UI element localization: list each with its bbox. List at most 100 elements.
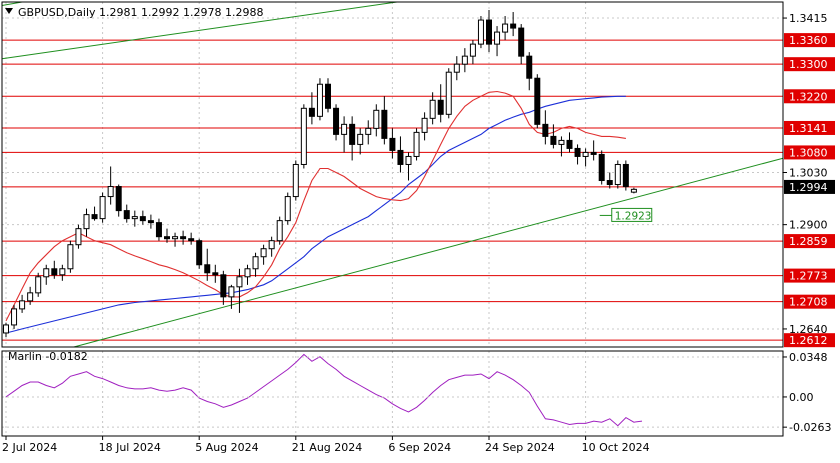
- candle: [51, 260, 58, 279]
- candle-body-down: [566, 139, 573, 149]
- candle: [99, 192, 106, 223]
- candle-body-up: [260, 248, 267, 258]
- candle: [212, 264, 219, 283]
- candle: [518, 24, 525, 65]
- candle-body-up: [614, 163, 621, 186]
- candle-body-down: [389, 137, 396, 151]
- candle: [59, 264, 66, 281]
- candle: [542, 110, 549, 145]
- candle-body-down: [550, 135, 557, 145]
- candle-body-down: [212, 272, 219, 276]
- symbol-dropdown-icon[interactable]: [5, 8, 13, 14]
- level-label-box: [784, 89, 835, 104]
- candle-body-up: [276, 220, 283, 242]
- channel-lower-line[interactable]: [73, 157, 784, 348]
- channel-upper-line[interactable]: [1, 1, 398, 60]
- candle: [292, 160, 299, 201]
- level-label-box: [784, 268, 835, 283]
- x-tick-label: 10 Oct 2024: [582, 441, 650, 454]
- y-tick-label: 1.3415: [789, 12, 828, 25]
- candle: [276, 216, 283, 245]
- level-label: 1.3360: [789, 34, 828, 47]
- channel-top-line[interactable]: [1, 1, 23, 7]
- candle-body-down: [308, 107, 315, 117]
- candle: [365, 120, 372, 145]
- candle: [437, 84, 444, 123]
- candle-body-up: [341, 123, 348, 135]
- level-label: 1.2708: [789, 296, 828, 309]
- x-tick-label: 5 Aug 2024: [195, 441, 258, 454]
- candle-body-up: [75, 228, 82, 246]
- x-tick-label: 2 Jul 2024: [2, 441, 57, 454]
- candle-body-down: [526, 55, 533, 79]
- candle-body-up: [365, 127, 372, 135]
- horizontal-levels[interactable]: [2, 39, 783, 341]
- x-tick-label: 24 Sep 2024: [485, 441, 555, 454]
- trend-channel[interactable]: [1, 1, 784, 348]
- current-price-label: 1.2994: [789, 181, 828, 194]
- candle: [413, 128, 420, 161]
- candle: [333, 104, 340, 141]
- candle: [244, 264, 251, 285]
- candle: [461, 48, 468, 73]
- candle-body-down: [188, 238, 195, 242]
- candle-body-down: [333, 107, 340, 135]
- candle-body-up: [172, 236, 179, 240]
- level-label-box: [784, 294, 835, 309]
- ma-slow-line: [5, 95, 626, 334]
- candle: [469, 40, 476, 65]
- level-label-box: [784, 333, 835, 348]
- candle: [196, 238, 203, 269]
- candle-body-down: [51, 268, 58, 276]
- candle: [421, 112, 428, 141]
- level-label: 1.2773: [789, 270, 828, 283]
- candle: [606, 172, 613, 189]
- level-label: 1.3220: [789, 90, 828, 103]
- candle-body-down: [542, 123, 549, 137]
- candle: [188, 232, 195, 245]
- candle-body-down: [139, 216, 146, 222]
- candle: [308, 92, 315, 125]
- x-tick-label: 6 Sep 2024: [388, 441, 451, 454]
- candle: [614, 160, 621, 189]
- candle-body-down: [115, 186, 122, 212]
- candle-body-down: [590, 151, 597, 155]
- candle: [510, 12, 517, 37]
- osc-tick-label: -0.0263: [789, 421, 831, 434]
- candle-body-up: [494, 31, 501, 45]
- candle-body-down: [180, 236, 187, 240]
- candle: [236, 268, 243, 313]
- level-label: 1.3080: [789, 146, 828, 159]
- oscillator-line: [5, 353, 643, 427]
- candle-body-down: [606, 180, 613, 186]
- candle-body-up: [502, 23, 509, 33]
- level-label: 1.3141: [789, 122, 828, 135]
- axes: 1.3415 1.3030 1.2900 1.2640 0.0348 0.00 -0.026…: [2, 12, 831, 454]
- candle-body-up: [59, 268, 66, 276]
- candle-body-up: [429, 99, 436, 119]
- annotations: 1.2923: [599, 207, 653, 222]
- candle-body-up: [268, 240, 275, 250]
- candle: [27, 286, 34, 305]
- candle-body-down: [204, 264, 211, 274]
- candle: [316, 78, 323, 121]
- level-label-box: [784, 33, 835, 48]
- candle-body-up: [131, 216, 138, 220]
- candle-body-up: [357, 133, 364, 145]
- candle: [43, 264, 50, 285]
- ma-fast-line: [5, 90, 626, 322]
- candle-body-down: [196, 240, 203, 266]
- level-label: 1.2612: [789, 334, 828, 347]
- candle: [534, 74, 541, 129]
- candle-body-up: [373, 109, 380, 129]
- candle-body-up: [461, 55, 468, 65]
- candle: [180, 230, 187, 245]
- candle: [131, 210, 138, 227]
- candle-body-up: [413, 131, 420, 157]
- candle: [590, 140, 597, 161]
- annotation-box: [611, 207, 653, 222]
- candle-body-up: [99, 196, 106, 220]
- candle: [204, 248, 211, 281]
